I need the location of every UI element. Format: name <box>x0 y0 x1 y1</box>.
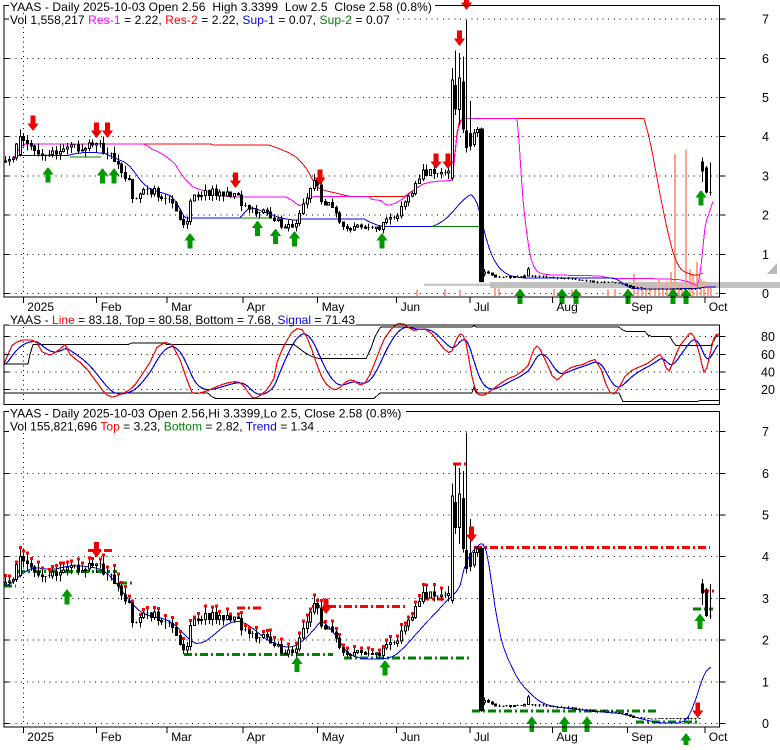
svg-text:Aug: Aug <box>556 300 577 314</box>
svg-text:May: May <box>322 730 345 744</box>
svg-text:1: 1 <box>762 248 769 262</box>
svg-text:4: 4 <box>762 550 769 564</box>
svg-text:Aug: Aug <box>556 730 577 744</box>
svg-text:80: 80 <box>761 330 775 344</box>
svg-text:0: 0 <box>762 287 769 301</box>
svg-text:3: 3 <box>762 169 769 183</box>
svg-text:May: May <box>322 300 345 314</box>
svg-text:1: 1 <box>762 675 769 689</box>
svg-text:Oct: Oct <box>709 730 728 744</box>
svg-text:6: 6 <box>762 52 769 66</box>
svg-text:Vol 1,558,217 Res-1 = 2.22, Re: Vol 1,558,217 Res-1 = 2.22, Res-2 = 2.22… <box>10 13 390 27</box>
svg-text:4: 4 <box>762 130 769 144</box>
svg-text:2025: 2025 <box>27 730 54 744</box>
svg-text:7: 7 <box>762 425 769 439</box>
svg-text:6: 6 <box>762 467 769 481</box>
svg-text:YAAS - Line = 83.18, Top = 80.: YAAS - Line = 83.18, Top = 80.58, Bottom… <box>10 313 355 327</box>
svg-text:Jun: Jun <box>401 300 420 314</box>
svg-text:2025: 2025 <box>27 300 54 314</box>
svg-text:Jul: Jul <box>474 300 489 314</box>
svg-text:Oct: Oct <box>709 300 728 314</box>
svg-text:3: 3 <box>762 592 769 606</box>
svg-text:2: 2 <box>762 634 769 648</box>
svg-text:60: 60 <box>761 348 775 362</box>
svg-text:Feb: Feb <box>101 300 122 314</box>
svg-text:20: 20 <box>761 383 775 397</box>
svg-text:Jul: Jul <box>474 730 489 744</box>
svg-text:5: 5 <box>762 509 769 523</box>
svg-text:7: 7 <box>762 13 769 27</box>
svg-text:Apr: Apr <box>247 300 266 314</box>
svg-text:Jun: Jun <box>401 730 420 744</box>
svg-text:0: 0 <box>762 717 769 731</box>
svg-text:YAAS - Daily 2025-10-03 Open 2: YAAS - Daily 2025-10-03 Open 2.56 High 3… <box>10 0 432 14</box>
svg-text:2: 2 <box>762 209 769 223</box>
svg-text:Mar: Mar <box>171 730 192 744</box>
svg-text:Sep: Sep <box>631 300 653 314</box>
svg-text:Sep: Sep <box>631 730 653 744</box>
svg-text:Apr: Apr <box>247 730 266 744</box>
svg-text:YAAS - Daily 2025-10-03 Open 2: YAAS - Daily 2025-10-03 Open 2.56,Hi 3.3… <box>10 407 402 421</box>
svg-text:40: 40 <box>761 365 775 379</box>
svg-text:Feb: Feb <box>101 730 122 744</box>
svg-text:Vol 155,821,696 Top = 3.23, Bo: Vol 155,821,696 Top = 3.23, Bottom = 2.8… <box>10 420 314 434</box>
svg-text:Mar: Mar <box>171 300 192 314</box>
svg-text:5: 5 <box>762 91 769 105</box>
